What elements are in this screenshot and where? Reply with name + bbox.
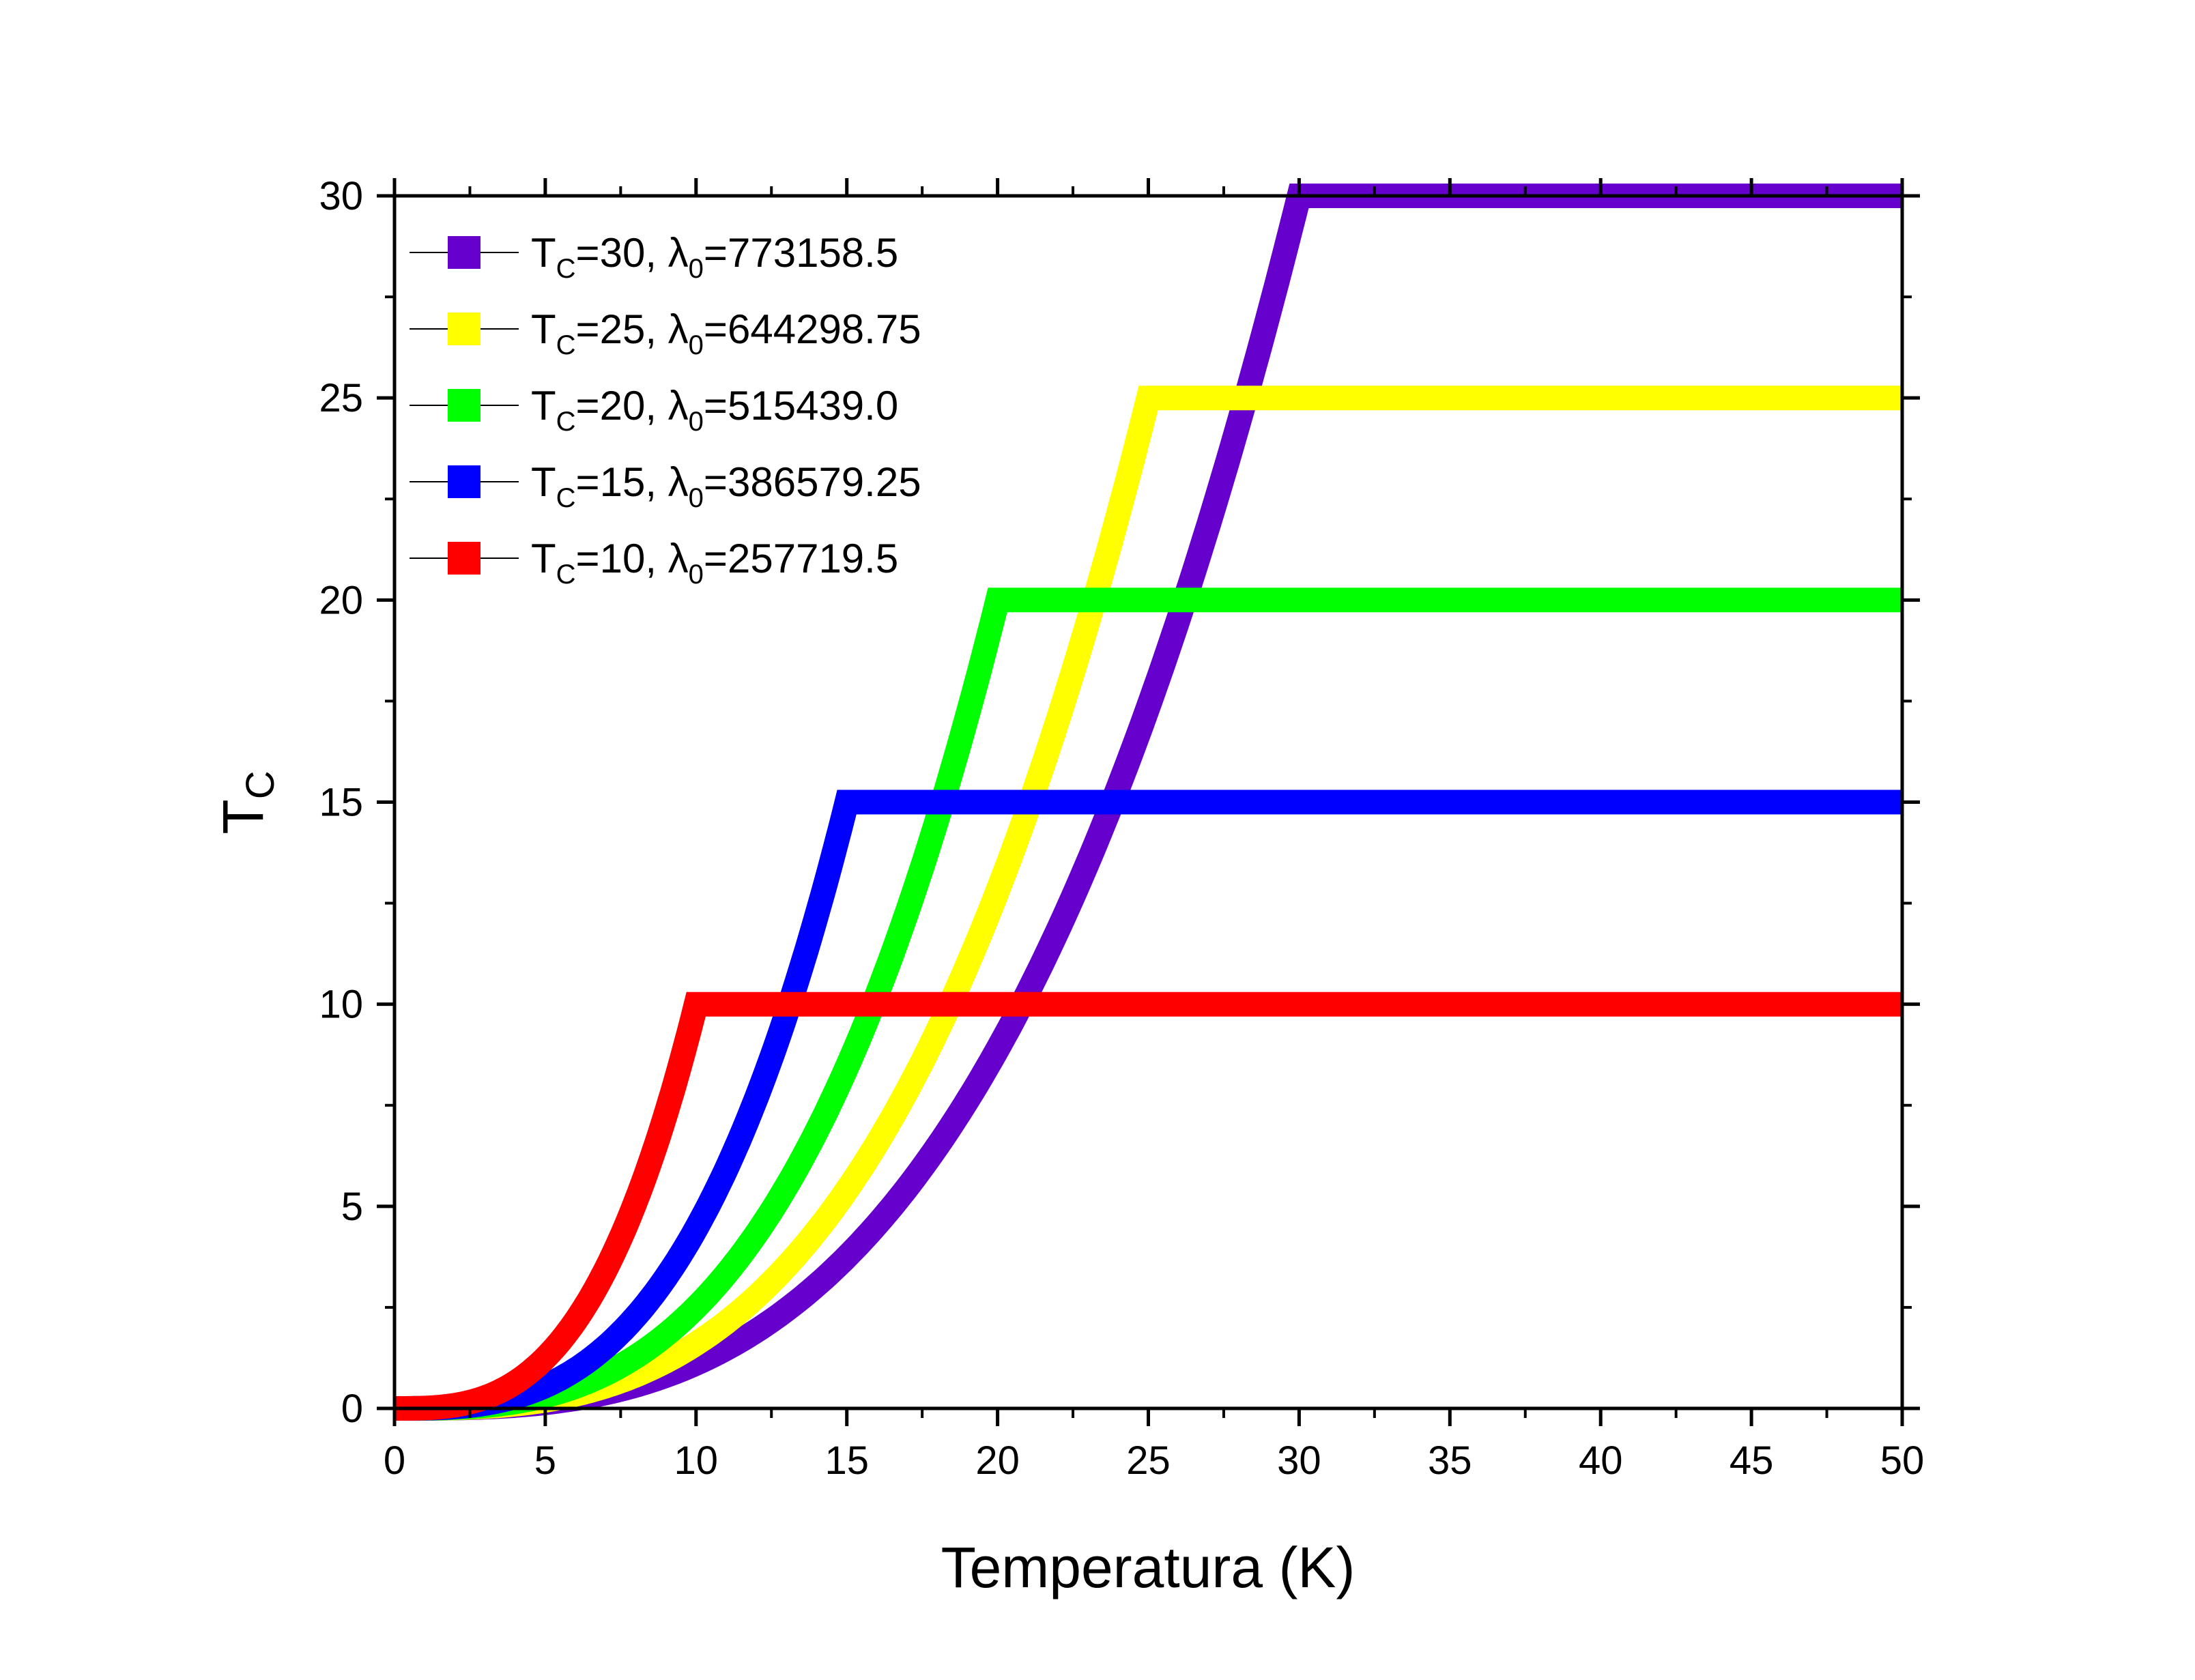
x-tick-label: 30 — [1277, 1438, 1321, 1483]
legend-label: TC=15, λ0=386579.25 — [531, 459, 921, 513]
legend-item-20: TC=20, λ0=515439.0 — [410, 383, 898, 437]
y-tick-label: 10 — [319, 983, 363, 1027]
svg-text:TC: TC — [211, 770, 283, 834]
y-axis-title: TC — [211, 770, 283, 834]
series-line-10 — [394, 991, 1902, 1421]
ticks-layer: 0 5 10 15 20 25 30 35 40 45 50 0 5 10 15 20 25 30 — [319, 174, 1924, 1483]
y-axis-title-main: T — [211, 799, 275, 834]
x-tick-label: 10 — [674, 1438, 719, 1483]
x-tick-label: 5 — [534, 1438, 556, 1483]
legend-swatch — [448, 389, 480, 422]
legend-swatch — [448, 313, 480, 345]
legend-swatch — [448, 236, 480, 269]
series-layer — [394, 184, 1902, 1421]
y-tick-label: 5 — [341, 1185, 363, 1229]
y-tick-label: 15 — [319, 781, 363, 825]
y-tick-label: 30 — [319, 174, 363, 218]
x-tick-label: 35 — [1428, 1438, 1472, 1483]
y-axis-title-sub: C — [238, 770, 283, 799]
legend-label: TC=20, λ0=515439.0 — [531, 383, 898, 437]
legend-label: TC=25, λ0=644298.75 — [531, 306, 921, 360]
x-tick-label: 15 — [824, 1438, 869, 1483]
legend-swatch — [448, 542, 480, 575]
legend-swatch — [448, 465, 480, 498]
y-tick-label: 0 — [341, 1387, 363, 1431]
x-tick-label: 25 — [1126, 1438, 1171, 1483]
x-axis-title: Temperatura (K) — [941, 1535, 1355, 1599]
y-tick-label: 20 — [319, 578, 363, 622]
x-tick-label: 40 — [1579, 1438, 1623, 1483]
legend-item-25: TC=25, λ0=644298.75 — [410, 306, 921, 360]
series-line-15 — [394, 790, 1902, 1421]
legend-item-10: TC=10, λ0=257719.5 — [410, 536, 898, 590]
y-tick-label: 25 — [319, 376, 363, 420]
legend: TC=30, λ0=773158.5 TC=25, λ0=644298.75 TC=… — [410, 230, 921, 590]
x-tick-label: 20 — [975, 1438, 1020, 1483]
legend-item-30: TC=30, λ0=773158.5 — [410, 230, 898, 284]
x-tick-label: 50 — [1880, 1438, 1925, 1483]
legend-item-15: TC=15, λ0=386579.25 — [410, 459, 921, 513]
legend-label: TC=10, λ0=257719.5 — [531, 536, 898, 590]
x-tick-label: 0 — [384, 1438, 405, 1483]
x-tick-label: 45 — [1730, 1438, 1774, 1483]
legend-label: TC=30, λ0=773158.5 — [531, 230, 898, 284]
